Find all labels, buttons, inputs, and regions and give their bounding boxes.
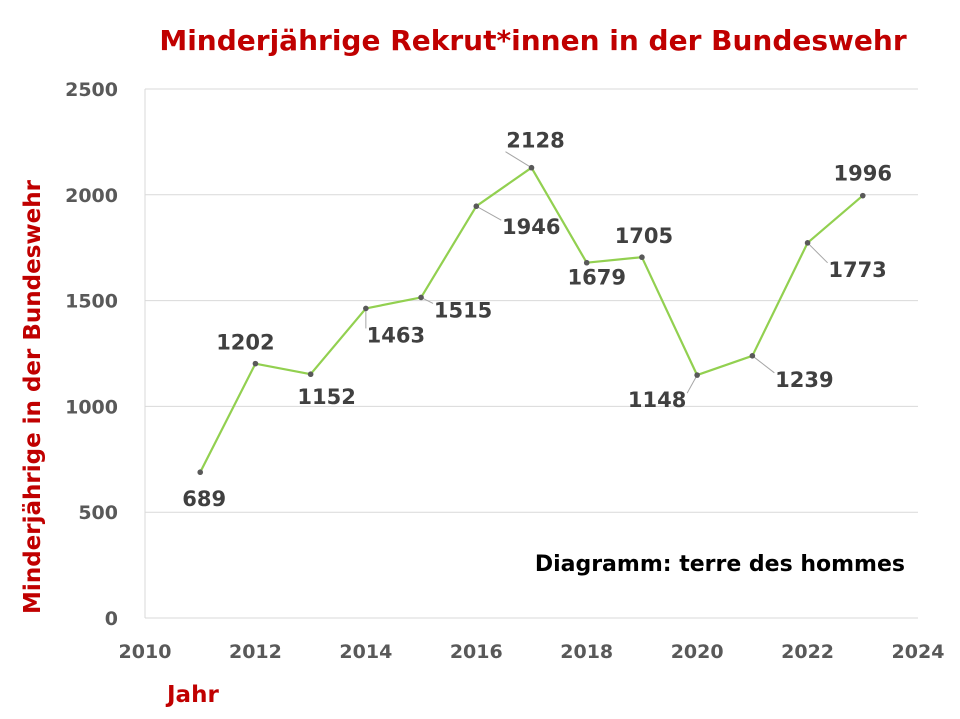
gridlines bbox=[144, 88, 918, 619]
data-label: 1679 bbox=[567, 266, 625, 290]
data-point bbox=[749, 353, 756, 359]
data-point bbox=[473, 203, 480, 210]
x-tick-label: 2010 bbox=[119, 641, 172, 663]
y-tick-label: 1500 bbox=[65, 291, 118, 313]
data-point bbox=[197, 469, 204, 476]
label-leader bbox=[807, 242, 828, 264]
data-point bbox=[363, 305, 369, 312]
data-point bbox=[252, 360, 259, 367]
x-axis-title: Jahr bbox=[165, 682, 219, 708]
data-label: 1515 bbox=[434, 298, 492, 322]
data-point bbox=[859, 192, 866, 199]
label-leader bbox=[476, 205, 502, 221]
y-axis-title: Minderjährige in der Bundeswehr bbox=[20, 179, 46, 614]
data-label: 1202 bbox=[216, 331, 274, 355]
data-label: 1148 bbox=[628, 388, 686, 412]
data-label: 2128 bbox=[506, 129, 564, 153]
label-leader bbox=[686, 374, 698, 394]
y-tick-label: 2000 bbox=[65, 185, 118, 207]
y-axis-tick-labels: 0 500 1000 1500 2000 2500 bbox=[65, 79, 118, 630]
credit-annotation: Diagramm: terre des hommes bbox=[535, 552, 905, 577]
y-tick-label: 0 bbox=[105, 608, 118, 630]
data-point bbox=[418, 294, 424, 301]
data-point bbox=[528, 164, 535, 171]
data-point bbox=[804, 240, 811, 246]
data-point bbox=[307, 371, 314, 378]
label-leader bbox=[505, 151, 532, 169]
x-tick-label: 2014 bbox=[339, 641, 392, 663]
y-tick-label: 2500 bbox=[65, 79, 118, 101]
data-label: 1239 bbox=[775, 368, 833, 392]
chart-title: Minderjährige Rekrut*innen in der Bundes… bbox=[159, 24, 906, 57]
x-tick-label: 2018 bbox=[560, 641, 613, 663]
data-points bbox=[197, 164, 866, 476]
data-labels: 689 1202 1152 1463 1515 1946 2128 1679 1705 1148 1… bbox=[182, 129, 892, 511]
data-label: 1705 bbox=[615, 224, 673, 248]
y-tick-label: 1000 bbox=[65, 396, 118, 418]
data-point bbox=[694, 372, 700, 378]
data-label: 1996 bbox=[834, 162, 892, 186]
x-tick-label: 2016 bbox=[450, 641, 503, 663]
data-label: 1773 bbox=[828, 258, 886, 282]
x-tick-label: 2012 bbox=[229, 641, 282, 663]
label-leader bbox=[752, 355, 775, 374]
data-label: 1152 bbox=[297, 385, 355, 409]
data-label: 1946 bbox=[502, 215, 560, 239]
data-label: 1463 bbox=[367, 323, 425, 347]
label-leader-lines bbox=[365, 151, 828, 394]
data-label: 689 bbox=[182, 487, 226, 511]
series-line bbox=[199, 166, 864, 473]
y-tick-label: 500 bbox=[78, 502, 118, 524]
x-axis-tick-labels: 2010 2012 2014 2016 2018 2020 2022 2024 bbox=[119, 641, 945, 663]
data-point bbox=[639, 254, 645, 261]
data-point bbox=[583, 259, 590, 266]
x-tick-label: 2024 bbox=[892, 641, 945, 663]
x-tick-label: 2022 bbox=[781, 641, 834, 663]
x-tick-label: 2020 bbox=[671, 641, 724, 663]
